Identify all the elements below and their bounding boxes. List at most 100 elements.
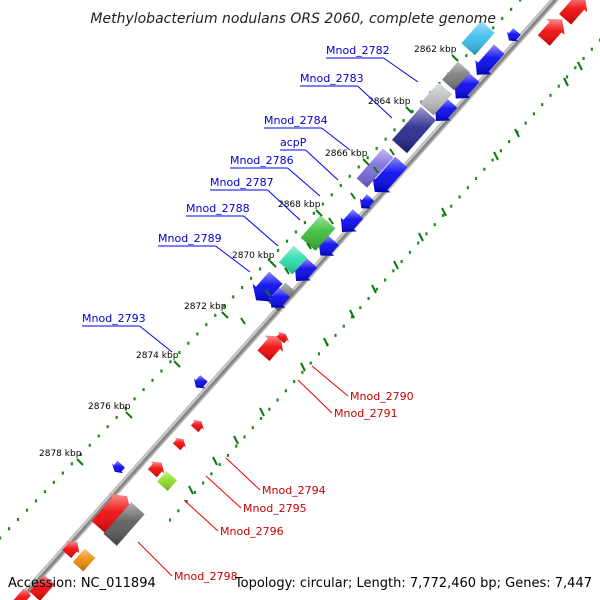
inner-dot-mark	[187, 341, 190, 345]
gene-label-forward[interactable]: Mnod_2784	[264, 114, 328, 127]
outer-dot-mark	[408, 250, 412, 254]
inner-dot-mark	[43, 490, 47, 494]
major-tick-mark	[221, 311, 229, 319]
label-leader-line	[139, 325, 173, 353]
inner-dot-mark	[106, 425, 109, 429]
inner-dot-mark	[510, 7, 513, 11]
outer-dot-mark	[433, 223, 436, 227]
gene-label-forward[interactable]: Mnod_2786	[230, 154, 294, 167]
outer-dot-mark	[466, 186, 469, 190]
outer-dot-mark	[276, 398, 279, 402]
outer-dot-mark	[317, 352, 321, 356]
outer-dot-mark	[301, 370, 304, 374]
inner-dot-mark	[178, 350, 181, 354]
gene-label-reverse[interactable]: Mnod_2795	[243, 502, 307, 515]
outer-dot-mark	[218, 463, 221, 467]
gene-arrow-shading	[454, 72, 480, 99]
gene-arrow-shading	[294, 258, 318, 281]
minor-tick-mark	[233, 435, 239, 445]
minor-tick-mark	[577, 61, 583, 71]
gene-arrow-shading	[340, 209, 364, 232]
label-leader-line	[297, 379, 333, 414]
gene-arrow-shading	[91, 493, 132, 535]
gene-label-forward[interactable]: Mnod_2787	[210, 176, 274, 189]
label-leader-line	[225, 457, 261, 491]
inner-dot-mark	[205, 323, 208, 327]
outer-dot-mark	[169, 518, 172, 522]
kbp-tick-label: 2866 kbp	[325, 149, 368, 159]
outer-dot-mark	[524, 121, 527, 125]
outer-dot-mark	[565, 75, 569, 79]
outer-dot-mark	[425, 232, 428, 236]
inner-dot-mark	[124, 406, 127, 410]
inner-dot-mark	[411, 109, 414, 113]
minor-tick-mark	[441, 207, 447, 217]
inner-dot-mark	[330, 193, 333, 197]
gene-arrow-shading	[300, 215, 336, 251]
label-leader-line	[287, 167, 321, 197]
inner-dot-mark	[501, 17, 504, 21]
gene-label-reverse[interactable]: Mnod_2794	[262, 484, 326, 497]
minor-tick-mark	[323, 337, 329, 347]
outer-dot-mark	[474, 176, 478, 180]
gene-arrow-shading	[103, 502, 145, 546]
minor-tick-mark	[328, 217, 334, 225]
minor-tick-mark	[188, 485, 194, 495]
gene-label-reverse[interactable]: Mnod_2791	[334, 407, 398, 420]
topology-text: Topology: circular; Length: 7,772,460 bp…	[234, 576, 592, 591]
gene-label-reverse[interactable]: Mnod_2796	[220, 525, 284, 538]
outer-dot-mark	[375, 287, 378, 291]
gene-label-forward[interactable]: Mnod_2782	[326, 44, 390, 57]
minor-tick-mark	[349, 309, 355, 319]
gene-label-forward[interactable]: Mnod_2789	[158, 232, 222, 245]
kbp-tick-label: 2878 kbp	[39, 449, 82, 459]
gene-arrow-shading	[507, 28, 521, 42]
label-leader-line	[183, 499, 219, 532]
outer-dot-mark	[259, 416, 263, 420]
inner-dot-mark	[312, 211, 315, 215]
gene-label-forward[interactable]: Mnod_2783	[300, 72, 364, 85]
outer-dot-mark	[342, 324, 345, 328]
gene-label-forward[interactable]: Mnod_2793	[82, 312, 146, 325]
gene-arrow-shading	[276, 331, 289, 344]
gene-label-forward[interactable]: Mnod_2788	[186, 202, 250, 215]
outer-dot-mark	[185, 500, 188, 504]
label-leader-line	[357, 85, 393, 119]
outer-dot-mark	[491, 158, 494, 162]
inner-dot-mark	[34, 499, 38, 503]
gene-arrow-shading	[72, 548, 96, 572]
gene-arrow-shading	[475, 44, 505, 75]
gene-arrow-shading	[420, 82, 452, 116]
outer-dot-mark	[392, 269, 395, 273]
gene-arrow-shading	[434, 98, 458, 121]
outer-dot-mark	[367, 296, 370, 300]
gene-arrow-shading	[392, 106, 436, 154]
major-tick-mark	[315, 209, 323, 217]
inner-dot-mark	[519, 0, 522, 2]
gene-label-forward[interactable]: acpP	[280, 136, 307, 149]
outer-dot-mark	[268, 407, 271, 411]
outer-dot-mark	[574, 66, 577, 70]
gene-label-reverse[interactable]: Mnod_2798	[174, 570, 238, 583]
outer-dot-mark	[549, 93, 552, 97]
outer-dot-mark	[400, 260, 403, 264]
minor-tick-mark	[265, 289, 271, 297]
outer-dot-mark	[235, 444, 238, 448]
gene-arrow-shading	[252, 271, 283, 302]
inner-dot-mark	[151, 378, 154, 382]
inner-dot-mark	[241, 286, 244, 290]
gene-arrow-shading	[172, 437, 186, 451]
inner-dot-mark	[25, 508, 29, 512]
inner-dot-mark	[492, 26, 495, 30]
minor-tick-mark	[514, 128, 520, 138]
label-leader-line	[305, 149, 339, 181]
outer-dot-mark	[417, 241, 420, 245]
outer-dot-mark	[177, 509, 180, 513]
outer-dot-mark	[450, 204, 453, 208]
inner-dot-mark	[16, 517, 20, 521]
gene-label-reverse[interactable]: Mnod_2790	[350, 390, 414, 403]
major-tick-mark	[125, 411, 133, 419]
gene-arrow-shading	[318, 235, 339, 256]
outer-dot-mark	[590, 47, 593, 51]
